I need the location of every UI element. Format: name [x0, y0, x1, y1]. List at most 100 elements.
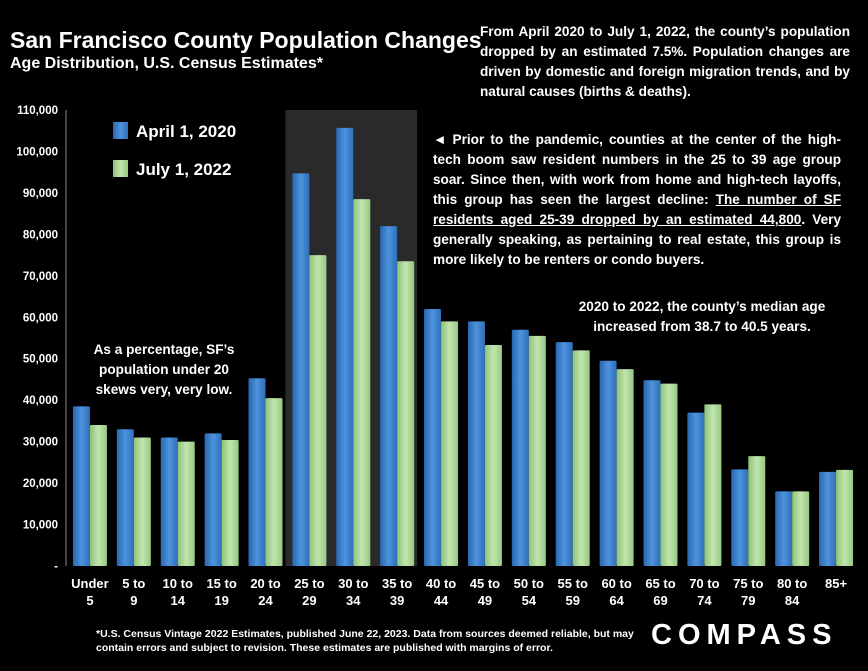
pandemic-note-part1: ◄ Prior to the pandemic, counties at the…: [433, 132, 841, 207]
compass-logo: COMPASS: [651, 619, 838, 651]
bar-2020: [775, 491, 793, 566]
bar-2020: [687, 412, 705, 566]
pandemic-note-highlight: The number of SF residents aged 25-39 dr…: [433, 192, 841, 227]
bar-2022: [177, 441, 195, 566]
bar-2022: [221, 439, 239, 566]
x-tick-label: 69: [653, 593, 667, 608]
y-tick-label: 100,000: [16, 146, 58, 158]
bar-2020: [467, 321, 485, 566]
intro-text: From April 2020 to July 1, 2022, the cou…: [480, 24, 850, 99]
x-tick-label: 54: [522, 593, 537, 608]
bar-2020: [599, 360, 617, 566]
x-tick-label: 59: [565, 593, 579, 608]
legend-swatch-2020: [113, 122, 128, 139]
bar-2022: [616, 369, 634, 566]
x-tick-label: 70 to: [689, 576, 719, 591]
bar-2022: [89, 425, 107, 566]
x-tick-label: 29: [302, 593, 316, 608]
pandemic-note: ◄ Prior to the pandemic, counties at the…: [433, 130, 841, 270]
bar-2020: [160, 437, 178, 566]
x-tick-label: 5: [86, 593, 93, 608]
x-tick-label: 74: [697, 593, 712, 608]
bar-2020: [643, 380, 661, 566]
x-tick-label: 75 to: [733, 576, 763, 591]
y-tick-label: 10,000: [23, 520, 58, 532]
y-tick-label: -: [54, 561, 58, 573]
x-tick-label: 50 to: [514, 576, 544, 591]
bar-2020: [424, 308, 442, 566]
bar-2022: [748, 456, 766, 566]
x-tick-label: 35 to: [382, 576, 412, 591]
x-tick-label: 20 to: [250, 576, 280, 591]
x-tick-label: 79: [741, 593, 755, 608]
bar-2020: [555, 342, 573, 566]
bar-2020: [511, 329, 529, 566]
bar-2022: [660, 383, 678, 566]
pandemic-note-part3: . Very generally speaking, as pertaining…: [433, 212, 842, 267]
bar-2020: [731, 469, 749, 566]
y-tick-label: 70,000: [23, 271, 58, 283]
x-tick-label: 10 to: [163, 576, 193, 591]
bar-2020: [248, 378, 266, 566]
x-tick-label: 15 to: [206, 576, 236, 591]
y-tick-label: 20,000: [23, 478, 58, 490]
bar-2020: [116, 429, 134, 566]
x-tick-label: 55 to: [558, 576, 588, 591]
bar-2020: [292, 173, 310, 566]
x-tick-label: 60 to: [601, 576, 631, 591]
x-tick-label: 14: [170, 593, 185, 608]
legend-swatch-2022: [113, 160, 128, 177]
chart-title: San Francisco County Population Changes: [10, 27, 482, 53]
x-tick-label: 30 to: [338, 576, 368, 591]
bar-2022: [133, 437, 151, 566]
x-tick-label: 34: [346, 593, 361, 608]
bar-2020: [336, 127, 354, 567]
x-tick-label: 80 to: [777, 576, 807, 591]
x-tick-label: 65 to: [645, 576, 675, 591]
bar-2022: [265, 398, 283, 566]
legend-label-2020: April 1, 2020: [136, 122, 236, 141]
y-tick-label: 110,000: [17, 105, 58, 117]
x-tick-label: 5 to: [122, 576, 145, 591]
x-tick-label: 84: [785, 593, 800, 608]
median-age-note: 2020 to 2022, the county’s median age in…: [578, 299, 826, 334]
legend-label-2022: July 1, 2022: [136, 160, 231, 179]
bar-2022: [353, 199, 371, 567]
bar-2020: [819, 471, 837, 566]
bar-2022: [441, 321, 459, 566]
bar-2020: [380, 226, 398, 566]
y-tick-label: 30,000: [23, 437, 58, 449]
x-tick-label: 39: [390, 593, 404, 608]
x-tick-label: 44: [434, 593, 449, 608]
y-tick-label: 50,000: [23, 354, 58, 366]
bar-2022: [704, 404, 722, 566]
x-tick-label: 19: [214, 593, 228, 608]
bar-2022: [528, 335, 546, 566]
bar-2022: [484, 345, 502, 566]
footnote: *U.S. Census Vintage 2022 Estimates, pub…: [96, 628, 634, 654]
y-tick-label: 90,000: [23, 188, 58, 200]
x-tick-label: 9: [130, 593, 137, 608]
bar-2020: [204, 433, 222, 566]
y-tick-label: 40,000: [23, 395, 58, 407]
x-tick-label: Under: [71, 576, 109, 591]
x-tick-label: 40 to: [426, 576, 456, 591]
bar-2022: [836, 469, 854, 566]
x-tick-label: 49: [478, 593, 492, 608]
bar-2022: [792, 491, 810, 566]
x-tick-label: 25 to: [294, 576, 324, 591]
x-tick-label: 45 to: [470, 576, 500, 591]
percentage-note: As a percentage, SF’s population under 2…: [93, 342, 235, 397]
bar-2022: [572, 350, 590, 566]
bar-2022: [309, 255, 327, 566]
x-tick-label: 24: [258, 593, 273, 608]
bar-2020: [72, 406, 90, 566]
y-tick-label: 80,000: [23, 229, 58, 241]
x-tick-label: 85+: [825, 576, 847, 591]
chart-subtitle: Age Distribution, U.S. Census Estimates*: [10, 55, 323, 72]
y-tick-label: 60,000: [23, 312, 58, 324]
bar-2022: [397, 261, 415, 566]
x-tick-label: 64: [609, 593, 624, 608]
